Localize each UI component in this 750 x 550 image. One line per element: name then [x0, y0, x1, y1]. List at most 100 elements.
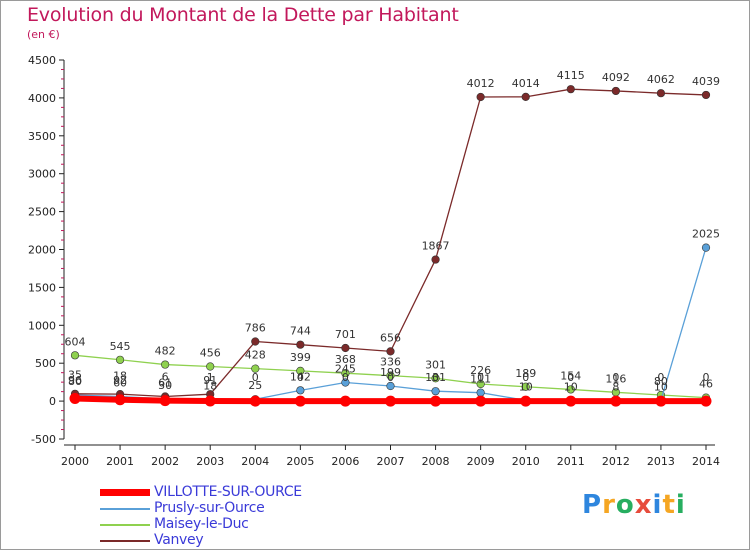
data-point — [251, 337, 260, 346]
data-label: 35 — [68, 368, 82, 381]
y-tick-label: 3000 — [28, 168, 56, 181]
legend-item: Prusly-sur-Ource — [100, 500, 360, 517]
chart-unit: (en €) — [27, 28, 60, 41]
data-point — [566, 385, 575, 394]
x-tick-label: 2009 — [467, 455, 495, 468]
logo-letter: x — [634, 490, 653, 520]
data-label: 189 — [515, 367, 536, 380]
data-label: 0 — [387, 371, 394, 384]
x-tick-label: 2011 — [557, 455, 585, 468]
data-point — [476, 92, 485, 102]
data-label: 0 — [522, 371, 529, 384]
data-point — [700, 395, 712, 407]
legend-swatch — [100, 524, 150, 526]
data-point — [611, 86, 620, 96]
legend-label: Maisey-le-Duc — [154, 516, 249, 532]
data-point — [161, 360, 170, 369]
data-label: 0 — [703, 371, 710, 384]
data-label: 4092 — [602, 71, 630, 84]
labels-maisey-le-duc: 604 545 482 456 428 399 368 336 301 226 189 154 116 8… — [65, 335, 714, 390]
data-point — [475, 395, 487, 407]
data-point — [249, 395, 261, 407]
data-point — [565, 395, 577, 407]
data-label: 368 — [335, 353, 356, 366]
y-tick-label: 1000 — [28, 319, 56, 332]
data-label: 18 — [113, 370, 127, 383]
data-point — [476, 388, 485, 397]
data-label: 1867 — [422, 240, 450, 253]
data-label: 4014 — [512, 77, 540, 90]
data-point — [251, 364, 260, 373]
logo-letter: i — [675, 490, 686, 520]
data-point — [341, 369, 350, 378]
data-label: 2025 — [692, 228, 720, 241]
data-point — [69, 392, 81, 404]
data-label: 336 — [380, 356, 401, 369]
data-label: 92 — [113, 374, 127, 387]
data-label: 46 — [699, 378, 713, 391]
legend-label: Vanvey — [154, 532, 204, 548]
x-tick-label: 2002 — [151, 455, 179, 468]
legend-item: Vanvey — [100, 532, 360, 549]
data-label: 131 — [425, 371, 446, 384]
data-label: 701 — [335, 328, 356, 341]
data-label: 8 — [612, 380, 619, 393]
data-label: 0 — [432, 371, 439, 384]
x-tick-label: 2012 — [602, 455, 630, 468]
data-label: 0 — [612, 371, 619, 384]
legend-swatch — [100, 540, 150, 542]
x-tick-label: 2003 — [196, 455, 224, 468]
data-point — [431, 387, 440, 396]
data-point — [159, 395, 171, 407]
data-point — [341, 378, 350, 387]
data-label: 226 — [470, 364, 491, 377]
data-label: 111 — [470, 373, 491, 386]
data-point — [655, 395, 667, 407]
data-label: 1 — [207, 371, 214, 384]
x-tick-label: 2014 — [692, 455, 720, 468]
data-label: 0 — [252, 371, 259, 384]
y-tick-label: 4000 — [28, 92, 56, 105]
data-point — [520, 395, 532, 407]
legend-label: Prusly-sur-Ource — [154, 500, 265, 516]
logo-letter: o — [615, 490, 635, 520]
data-label: 4062 — [647, 73, 675, 86]
data-label: 60 — [113, 377, 127, 390]
x-tick-label: 2006 — [331, 455, 359, 468]
y-tick-label: 4500 — [28, 54, 56, 67]
data-label: 142 — [290, 370, 311, 383]
data-point — [206, 362, 215, 371]
proxiti-logo: Proxiti — [582, 490, 686, 520]
x-tick-label: 2004 — [241, 455, 269, 468]
data-point — [521, 382, 530, 391]
data-point — [476, 379, 485, 389]
data-point — [296, 366, 305, 375]
data-label: 154 — [560, 369, 581, 382]
data-label: 25 — [248, 379, 262, 392]
data-label: 0 — [342, 371, 349, 384]
data-label: 61 — [158, 376, 172, 389]
logo-letter: P — [582, 490, 603, 520]
data-point — [610, 395, 622, 407]
data-point — [341, 343, 350, 353]
data-label: 10 — [519, 380, 533, 393]
data-point — [114, 394, 126, 406]
logo-letter: r — [602, 490, 616, 520]
data-label: 6 — [162, 371, 169, 384]
data-label: 30 — [158, 379, 172, 392]
x-tick-label: 2005 — [286, 455, 314, 468]
legend-item: VILLOTTE-SUR-OURCE — [100, 484, 360, 501]
y-tick-label: 1500 — [28, 281, 56, 294]
data-point — [296, 340, 305, 349]
x-tick-label: 2013 — [647, 455, 675, 468]
data-point — [385, 395, 396, 407]
data-label: 91 — [203, 374, 217, 387]
data-label: 245 — [335, 363, 356, 376]
data-label: 4039 — [692, 75, 720, 88]
y-tick-label: 3500 — [28, 130, 56, 143]
x-tick-label: 2000 — [61, 455, 89, 468]
data-label: 199 — [380, 366, 401, 379]
data-point — [386, 371, 395, 380]
